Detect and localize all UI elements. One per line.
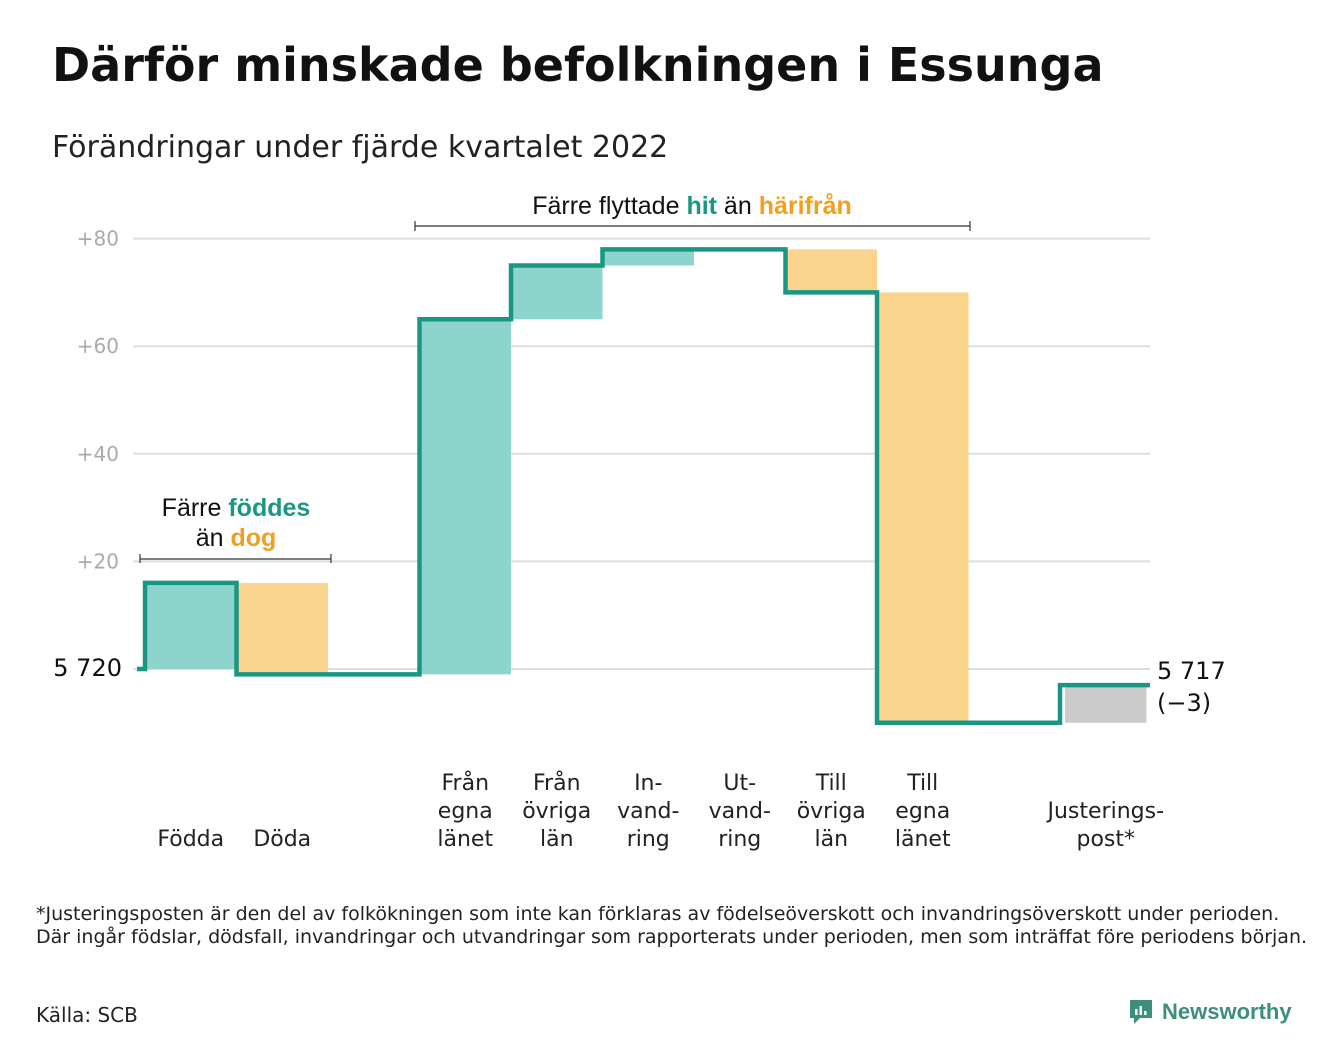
annotation-part: än <box>196 524 231 552</box>
category-label: ring <box>627 827 670 852</box>
annotation-migration: Färre flyttade hit än härifrån <box>532 192 852 220</box>
bar <box>877 292 969 723</box>
category-label: Till <box>906 771 938 796</box>
category-label: län <box>814 827 848 852</box>
step-line <box>137 247 1150 726</box>
category-label: vand- <box>617 799 679 824</box>
chart-title: Därför minskade befolkningen i Essunga <box>52 38 1104 92</box>
annotation-part: Färre flyttade <box>532 192 686 220</box>
brand-name: Newsworthy <box>1162 999 1292 1024</box>
category-label: ring <box>718 827 761 852</box>
source-label: Källa: SCB <box>36 1003 138 1027</box>
category-label: Till <box>815 771 847 796</box>
start-value-label: 5 720 <box>53 654 122 682</box>
brand-logo: Newsworthy <box>1128 998 1292 1026</box>
chart-subtitle: Förändringar under fjärde kvartalet 2022 <box>52 130 669 165</box>
category-label: län <box>540 827 574 852</box>
bar <box>602 249 694 266</box>
category-label: In- <box>634 771 662 796</box>
end-change-label: (−3) <box>1157 689 1211 717</box>
newsworthy-logo-icon <box>1130 1000 1152 1024</box>
annotation-part: härifrån <box>759 192 852 220</box>
bar <box>785 249 877 293</box>
y-tick-label: +20 <box>77 549 119 573</box>
category-label: Döda <box>253 827 311 852</box>
category-label: Justerings- <box>1045 799 1164 824</box>
bar <box>419 319 511 675</box>
annotation-part: föddes <box>228 494 310 522</box>
category-label: övriga <box>522 799 591 824</box>
y-tick-label: +40 <box>77 442 119 466</box>
category-label: vand- <box>709 799 771 824</box>
annotation-births-deaths: Färre föddes <box>162 494 311 522</box>
bar <box>511 265 603 320</box>
category-label: Från <box>533 770 581 796</box>
category-label: post* <box>1076 827 1135 852</box>
bars <box>145 249 1147 723</box>
category-label: övriga <box>797 799 866 824</box>
category-label: Födda <box>157 827 224 852</box>
annotation-part: dog <box>230 524 276 552</box>
bar <box>236 582 328 675</box>
category-label: länet <box>437 827 493 852</box>
category-label: Ut- <box>723 771 756 796</box>
bar <box>145 582 237 669</box>
y-tick-label: +60 <box>77 334 119 358</box>
waterfall-chart: +80 +60 +40 +20 Födda Döda Från egna länet Från öv… <box>53 192 1225 852</box>
annotation-part: Färre <box>162 494 229 522</box>
category-label: Från <box>441 770 489 796</box>
end-value-label: 5 717 <box>1157 657 1226 685</box>
step-line-layer <box>137 247 1150 726</box>
annotation-part: hit <box>686 192 717 220</box>
category-label: egna <box>895 799 950 824</box>
category-label: egna <box>438 799 493 824</box>
annotation-part: än <box>717 192 759 220</box>
annotation-bracket <box>139 554 332 563</box>
y-tick-label: +80 <box>77 227 119 251</box>
labels: +80 +60 +40 +20 Födda Döda Från egna länet Från öv… <box>53 192 1225 852</box>
footnote: *Justeringsposten är den del av folkökni… <box>36 903 1308 948</box>
annotation-births-deaths-line2: än dog <box>196 524 277 552</box>
category-label: länet <box>895 827 951 852</box>
annotation-bracket <box>414 221 971 231</box>
bar <box>1065 685 1147 723</box>
